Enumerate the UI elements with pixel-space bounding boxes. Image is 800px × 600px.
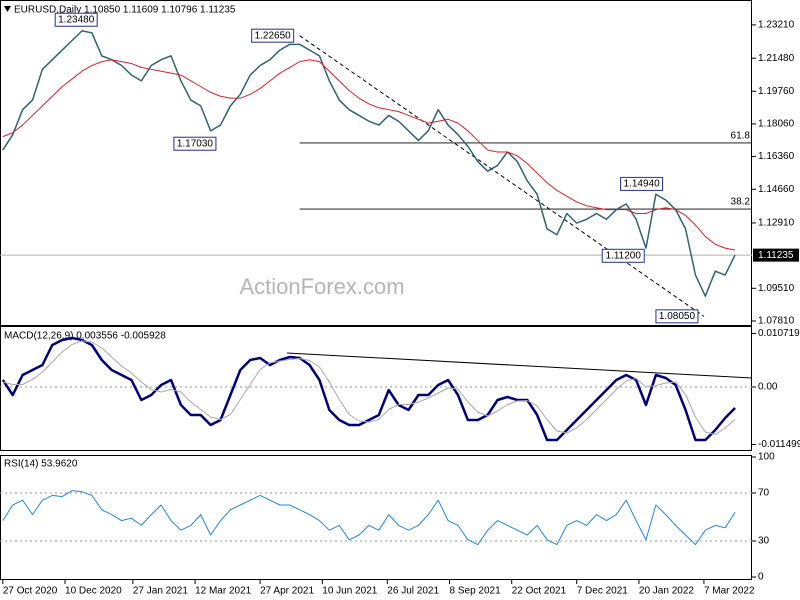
y-tick-label: 0.00 bbox=[758, 382, 778, 393]
last-price-tag bbox=[753, 248, 799, 262]
x-tick-label: 26 Jul 2021 bbox=[387, 586, 439, 597]
x-tick-label: 7 Mar 2022 bbox=[704, 586, 755, 597]
annotation-label: 1.17030 bbox=[177, 138, 214, 149]
rsi-panel bbox=[0, 455, 752, 580]
y-tick-label: 30 bbox=[758, 536, 770, 547]
y-tick-label: 1.21480 bbox=[758, 53, 795, 64]
x-tick-label: 10 Jun 2021 bbox=[322, 586, 377, 597]
series-line bbox=[2, 59, 736, 251]
macd-panel bbox=[0, 326, 752, 451]
annotation-label: 1.14940 bbox=[624, 179, 661, 190]
x-tick-label: 27 Jan 2021 bbox=[133, 586, 188, 597]
y-tick-label: 1.23210 bbox=[758, 20, 795, 31]
y-tick-label: 0 bbox=[758, 572, 764, 583]
trendline bbox=[286, 352, 753, 379]
level-label: 61.8 bbox=[731, 131, 751, 142]
y-tick-label: 70 bbox=[758, 488, 770, 499]
x-tick-label: 10 Dec 2020 bbox=[65, 586, 122, 597]
y-tick-label: 100 bbox=[758, 452, 775, 463]
x-tick-label: 8 Sep 2021 bbox=[450, 586, 502, 597]
annotation-label: 1.08050 bbox=[659, 311, 696, 322]
annotation-box bbox=[251, 28, 295, 43]
annotation-box bbox=[54, 12, 98, 27]
x-tick-label: 27 Oct 2020 bbox=[3, 586, 58, 597]
annotation-box bbox=[173, 136, 217, 151]
y-tick-label: 1.12910 bbox=[758, 218, 795, 229]
y-tick-label: 1.07810 bbox=[758, 316, 795, 327]
annotation-label: 1.22650 bbox=[255, 30, 292, 41]
y-tick-label: 1.14660 bbox=[758, 184, 795, 195]
y-tick-label: 1.16360 bbox=[758, 151, 795, 162]
y-tick-label: -0.011499 bbox=[758, 439, 800, 450]
series-line bbox=[1, 336, 736, 442]
menu-icon bbox=[4, 6, 11, 12]
annotation-box bbox=[601, 248, 645, 263]
x-tick-label: 12 Mar 2021 bbox=[195, 586, 252, 597]
annotation-label: 1.23480 bbox=[58, 14, 95, 25]
watermark: ActionForex.com bbox=[239, 274, 404, 299]
rsi-title: RSI(14) 53.9620 bbox=[4, 459, 78, 470]
y-tick-label: 0.010719 bbox=[758, 328, 800, 339]
price-title: EURUSD,Daily 1.10850 1.11609 1.10796 1.1… bbox=[14, 5, 236, 16]
x-tick-label: 22 Oct 2021 bbox=[512, 586, 567, 597]
y-tick-label: 1.18060 bbox=[758, 119, 795, 130]
level-label: 38.2 bbox=[731, 197, 751, 208]
annotation-box bbox=[655, 309, 699, 324]
trendline bbox=[299, 35, 705, 317]
price-panel bbox=[0, 0, 752, 326]
x-tick-label: 27 Apr 2021 bbox=[260, 586, 314, 597]
annotation-label: 1.11200 bbox=[606, 250, 642, 261]
y-tick-label: 1.09510 bbox=[758, 283, 795, 294]
series-line bbox=[2, 30, 736, 297]
series-line bbox=[2, 340, 736, 435]
last-price-label: 1.11235 bbox=[758, 250, 794, 261]
series-line bbox=[2, 490, 736, 546]
macd-title: MACD(12,26,9) 0.003556 -0.005928 bbox=[4, 331, 166, 342]
x-tick-label: 7 Dec 2021 bbox=[577, 586, 629, 597]
annotation-box bbox=[620, 176, 664, 191]
x-tick-label: 20 Jan 2022 bbox=[639, 586, 694, 597]
y-tick-label: 1.19760 bbox=[758, 86, 795, 97]
